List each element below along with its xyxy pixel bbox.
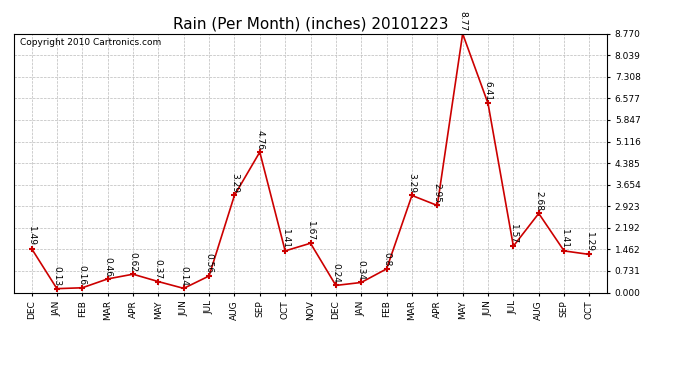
Text: 6.41: 6.41 [484, 81, 493, 101]
Text: 0.46: 0.46 [103, 256, 112, 277]
Text: 0.24: 0.24 [331, 263, 340, 283]
Text: 2.68: 2.68 [534, 191, 543, 211]
Text: 0.37: 0.37 [154, 259, 163, 279]
Text: 1.41: 1.41 [560, 228, 569, 249]
Text: 0.34: 0.34 [357, 260, 366, 280]
Text: 1.29: 1.29 [585, 232, 594, 252]
Text: 0.16: 0.16 [78, 265, 87, 285]
Text: 4.76: 4.76 [255, 130, 264, 150]
Text: 2.95: 2.95 [433, 183, 442, 203]
Text: 0.62: 0.62 [128, 252, 137, 272]
Text: 8.77: 8.77 [458, 11, 467, 32]
Text: Copyright 2010 Cartronics.com: Copyright 2010 Cartronics.com [20, 38, 161, 46]
Text: 1.57: 1.57 [509, 224, 518, 244]
Title: Rain (Per Month) (inches) 20101223: Rain (Per Month) (inches) 20101223 [172, 16, 448, 31]
Text: 0.13: 0.13 [52, 266, 61, 286]
Text: 0.56: 0.56 [204, 254, 214, 274]
Text: 0.14: 0.14 [179, 266, 188, 286]
Text: 0.8: 0.8 [382, 252, 391, 267]
Text: 1.67: 1.67 [306, 221, 315, 241]
Text: 3.29: 3.29 [407, 173, 417, 193]
Text: 1.41: 1.41 [281, 228, 290, 249]
Text: 1.49: 1.49 [27, 226, 36, 246]
Text: 3.29: 3.29 [230, 173, 239, 193]
